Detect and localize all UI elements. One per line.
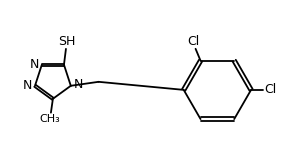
Text: N: N [73,78,83,91]
Text: N: N [22,79,32,92]
Text: N: N [29,58,39,71]
Text: SH: SH [58,35,76,48]
Text: CH₃: CH₃ [40,114,60,124]
Text: Cl: Cl [188,35,200,48]
Text: Cl: Cl [264,83,276,96]
